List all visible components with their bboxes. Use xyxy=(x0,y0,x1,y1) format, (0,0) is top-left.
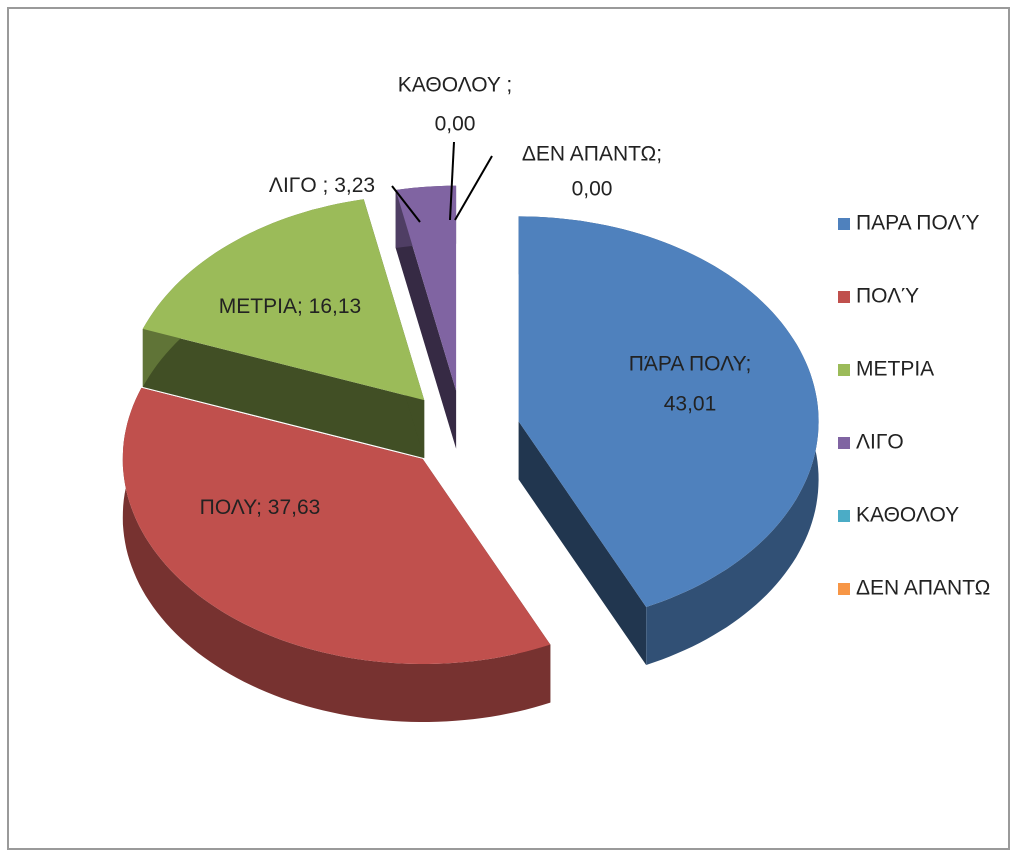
legend-label: ΔΕΝ ΑΠΑΝΤΩ xyxy=(856,577,990,600)
slice-side xyxy=(395,189,457,449)
data-label-value: 0,00 xyxy=(435,113,476,136)
legend-label: ΚΑΘΟΛΟΥ xyxy=(856,504,959,527)
slice xyxy=(395,185,457,449)
leader-line xyxy=(449,141,455,221)
legend-swatch xyxy=(838,583,850,595)
slice-side xyxy=(142,328,425,459)
slice xyxy=(122,387,551,664)
data-label: ΜΕΤΡΙΑ; 16,13 xyxy=(219,295,361,318)
slice xyxy=(518,216,819,607)
data-label-name: ΛΙΓΟ ; xyxy=(269,174,328,197)
data-label-name: ΠΟΛΥ; xyxy=(200,496,262,519)
data-label-value: 16,13 xyxy=(309,295,362,318)
legend-label: ΠΟΛΎ xyxy=(856,285,919,308)
slice-side xyxy=(518,421,647,665)
data-label-name: ΜΕΤΡΙΑ; xyxy=(219,295,303,318)
data-label-name: ΠΆΡΑ ΠΟΛΥ; xyxy=(629,353,752,376)
slice xyxy=(142,199,425,401)
legend-swatch xyxy=(838,364,850,376)
data-label-value: 3,23 xyxy=(334,174,375,197)
slice xyxy=(122,387,551,722)
data-labels: ΠΆΡΑ ΠΟΛΥ; 43,01 ΠΟΛΥ; 37,63 ΜΕΤΡΙΑ; 16,13 Λ… xyxy=(200,74,752,519)
data-label-name: ΔΕΝ ΑΠΑΝΤΩ; xyxy=(522,143,662,166)
leader-line xyxy=(454,155,493,221)
legend-swatch xyxy=(838,291,850,303)
data-label-value: 43,01 xyxy=(664,393,717,416)
data-label-value: 0,00 xyxy=(572,178,613,201)
legend-swatch xyxy=(838,510,850,522)
legend: ΠΑΡΑ ΠΟΛΎ ΠΟΛΎ ΜΕΤΡΙΑ ΛΙΓΟ ΚΑΘΟΛΟΥ ΔΕΝ ΑΠΑΝΤΩ xyxy=(838,212,990,600)
legend-label: ΠΑΡΑ ΠΟΛΎ xyxy=(856,212,979,235)
data-label: ΠΟΛΥ; 37,63 xyxy=(200,496,321,519)
pie xyxy=(122,185,819,722)
data-label-name: ΚΑΘΟΛΟΥ ; xyxy=(398,74,512,97)
legend-swatch xyxy=(838,218,850,230)
leader-line xyxy=(391,185,421,223)
legend-label: ΛΙΓΟ xyxy=(856,431,904,454)
slice-side xyxy=(122,387,551,722)
slice xyxy=(395,185,457,391)
legend-label: ΜΕΤΡΙΑ xyxy=(856,358,934,381)
legend-swatch xyxy=(838,437,850,449)
slice xyxy=(518,216,819,665)
data-label-value: 37,63 xyxy=(268,496,321,519)
slice xyxy=(142,199,425,459)
data-label: ΛΙΓΟ ; 3,23 xyxy=(269,174,375,197)
